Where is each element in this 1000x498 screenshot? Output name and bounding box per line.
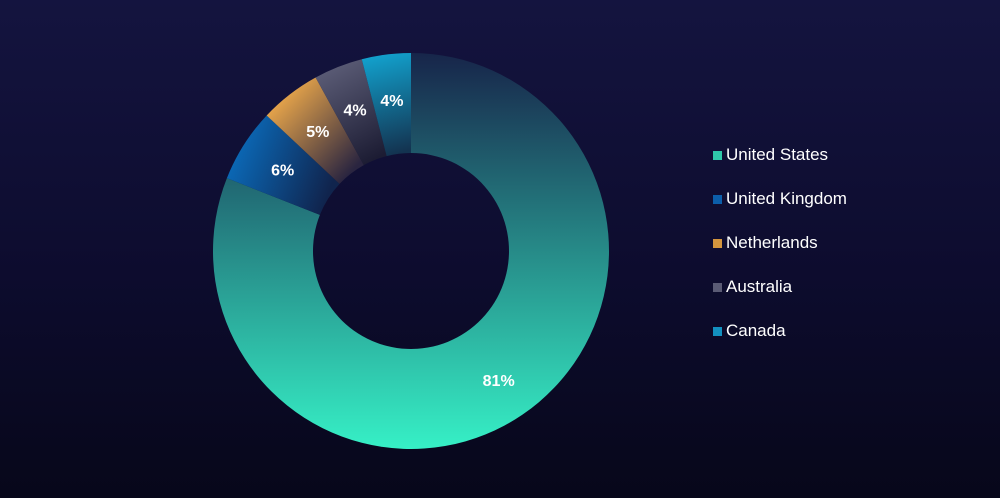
donut-slices — [212, 53, 609, 450]
slice-canada[interactable] — [361, 53, 411, 157]
legend-label-netherlands: Netherlands — [726, 233, 818, 252]
slice-label-united-states: 81% — [483, 373, 515, 390]
legend-label-united-states: United States — [726, 145, 829, 164]
legend-item-united-kingdom[interactable]: United Kingdom — [713, 188, 983, 210]
slice-label-netherlands: 5% — [306, 124, 329, 141]
legend-swatch-australia — [713, 282, 722, 292]
legend-label-australia: Australia — [726, 277, 793, 296]
legend-item-united-states[interactable]: United States — [713, 144, 983, 166]
slice-united-kingdom[interactable] — [226, 115, 340, 215]
legend-swatch-canada — [713, 326, 722, 336]
chart-legend: United States United Kingdom Netherlands… — [713, 144, 983, 364]
legend-swatch-united-states — [713, 150, 722, 160]
legend-item-australia[interactable]: Australia — [713, 276, 983, 298]
legend-label-canada: Canada — [726, 321, 786, 340]
slice-label-australia: 4% — [343, 103, 366, 120]
slice-label-canada: 4% — [380, 93, 403, 110]
slice-australia[interactable] — [315, 59, 387, 166]
legend-item-netherlands[interactable]: Netherlands — [713, 232, 983, 254]
slice-netherlands[interactable] — [266, 77, 364, 184]
slice-label-united-kingdom: 6% — [271, 163, 294, 180]
donut-slice-labels: 81% 6% 5% 4% 4% — [271, 93, 515, 390]
legend-label-united-kingdom: United Kingdom — [726, 189, 847, 208]
legend-item-canada[interactable]: Canada — [713, 320, 983, 342]
legend-swatch-netherlands — [713, 238, 722, 248]
slice-united-states[interactable] — [212, 53, 609, 450]
legend-swatch-united-kingdom — [713, 194, 722, 204]
